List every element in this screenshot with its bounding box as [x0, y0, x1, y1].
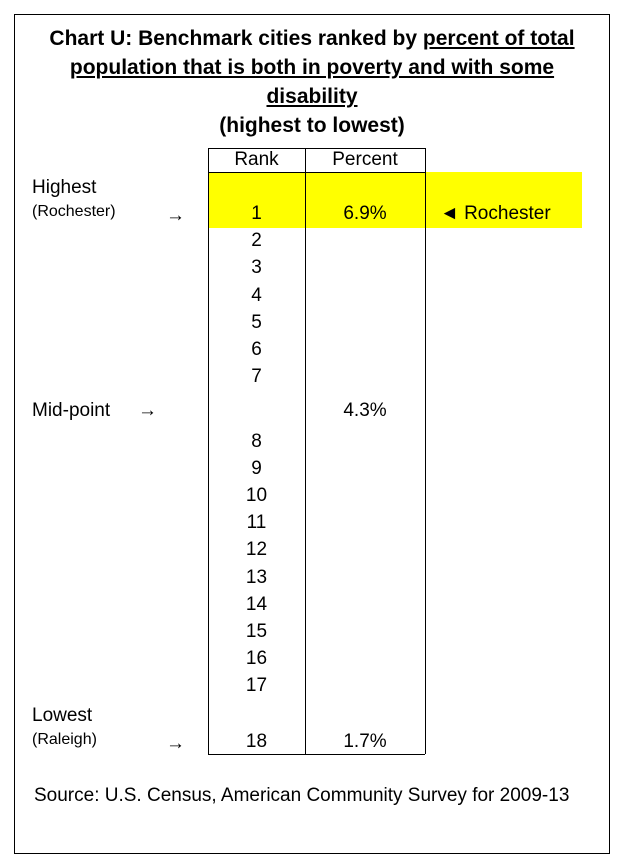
rank: 12 [245, 539, 268, 561]
percent: 4.3% [343, 400, 387, 422]
column-line [305, 148, 306, 754]
note: ◄ Rochester [440, 203, 551, 224]
rank: 10 [245, 485, 268, 506]
rank: 4 [251, 284, 262, 306]
title: Chart U: Benchmark cities ranked by perc… [24, 24, 600, 140]
rank: 3 [251, 257, 262, 279]
rank: 13 [245, 566, 268, 588]
rank: 9 [251, 457, 262, 479]
rank: 11 [246, 512, 267, 534]
column-line [425, 148, 426, 754]
source: Source: U.S. Census, American Community … [34, 785, 570, 806]
rank: 18 [245, 730, 268, 752]
frame [14, 14, 610, 854]
row-label: Mid-point [32, 400, 111, 422]
percent: 1.7% [343, 730, 387, 752]
header-bottom [208, 172, 425, 173]
arrow: → [166, 732, 185, 754]
rank: 2 [251, 230, 262, 252]
rank: 1 [251, 203, 262, 224]
rank: 7 [251, 366, 262, 388]
column-header: Percent [332, 149, 398, 170]
rank: 14 [245, 593, 268, 615]
rank: 15 [245, 621, 268, 642]
title-sub: (highest to lowest) [219, 114, 405, 137]
title-lead: Chart U: Benchmark cities ranked by [49, 27, 423, 50]
row-label: Highest [32, 177, 97, 198]
row-sublabel: (Rochester) [32, 203, 116, 220]
column-line [208, 148, 209, 754]
percent: 6.9% [343, 203, 387, 224]
row-label: Lowest [32, 704, 93, 726]
table-bottom [208, 754, 425, 755]
rank: 5 [251, 311, 262, 333]
rank: 16 [245, 648, 268, 670]
rank: 8 [251, 430, 262, 452]
rank: 6 [251, 339, 262, 360]
highlight [208, 172, 582, 228]
arrow: → [166, 205, 185, 226]
row-sublabel: (Raleigh) [32, 730, 97, 748]
title-underlined: percent of total population that is both… [69, 27, 575, 108]
rank: 17 [245, 675, 268, 697]
arrow: → [138, 400, 157, 422]
column-header: Rank [234, 149, 279, 170]
header-top [208, 148, 425, 149]
